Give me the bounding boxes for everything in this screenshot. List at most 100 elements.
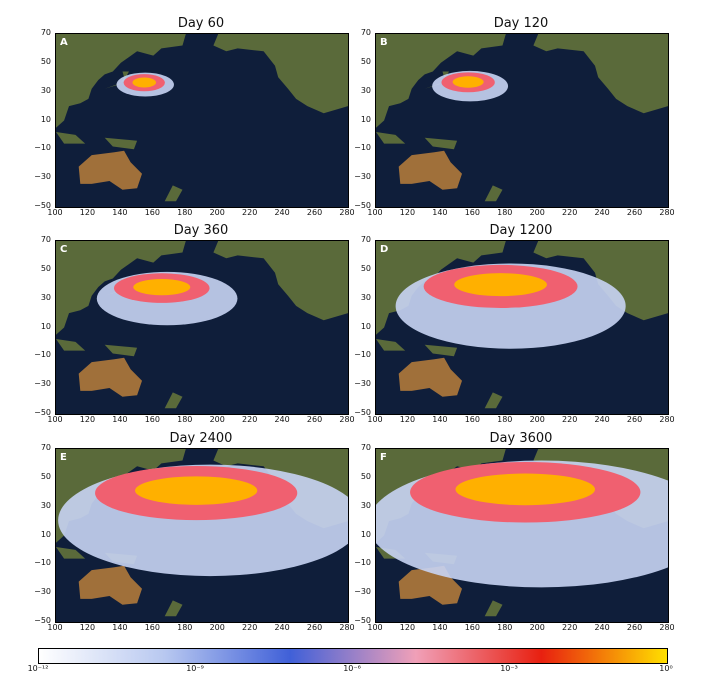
y-tick-label: −10 — [34, 143, 51, 153]
x-tick-label: 260 — [306, 623, 323, 632]
x-tick-label: 280 — [339, 623, 355, 632]
landmass-new-guinea — [424, 344, 458, 357]
x-tick-label: 100 — [47, 623, 63, 632]
y-tick-label: −30 — [34, 172, 51, 182]
landmass-asia — [56, 241, 186, 335]
landmass-australia — [78, 357, 142, 397]
y-tick-label: −50 — [354, 616, 371, 625]
landmass-new-zealand — [484, 185, 503, 202]
y-tick-label: 30 — [40, 85, 51, 95]
x-tick-label: 120 — [399, 208, 416, 217]
landmass-japan — [424, 71, 449, 89]
colorbar-tick-label: 10⁰ — [659, 664, 673, 673]
x-tick-label: 280 — [659, 208, 675, 217]
x-tick-label: 200 — [209, 208, 225, 217]
landmass-north-america — [213, 241, 348, 321]
y-tick-label: 10 — [40, 321, 51, 331]
y-tick-label: −50 — [354, 201, 371, 210]
landmass-japan — [104, 71, 129, 89]
x-tick-label: 160 — [144, 208, 160, 217]
x-tick-label: 260 — [306, 415, 323, 424]
landmass-asia — [376, 34, 506, 128]
y-tick-label: 50 — [40, 263, 51, 273]
landmass-australia — [398, 150, 462, 190]
y-tick-label: 70 — [360, 235, 371, 244]
panel-letter: B — [380, 37, 388, 48]
landmass-new-guinea — [104, 344, 138, 357]
x-tick-label: 280 — [339, 415, 355, 424]
x-tick-label: 180 — [177, 208, 193, 217]
x-tick-label: 140 — [112, 623, 128, 632]
y-tick-label: 50 — [360, 263, 371, 273]
x-tick-label: 260 — [626, 415, 643, 424]
y-tick-label: 50 — [360, 471, 371, 481]
landmass-sumatra-java — [376, 339, 406, 351]
x-tick-label: 160 — [464, 623, 480, 632]
x-tick-label: 240 — [594, 208, 610, 217]
y-tick-label: 50 — [40, 56, 51, 66]
landmass-sumatra-java — [56, 547, 86, 559]
landmass-new-zealand — [164, 600, 183, 617]
colorbar-tick-label: 10⁻⁶ — [343, 664, 361, 673]
x-tick-label: 160 — [144, 623, 160, 632]
x-tick-label: 200 — [209, 623, 225, 632]
x-tick-label: 240 — [274, 623, 290, 632]
plume-high — [132, 77, 157, 88]
x-tick-label: 220 — [242, 208, 258, 217]
panel-title: Day 2400 — [169, 431, 233, 446]
y-tick-label: 30 — [40, 500, 51, 510]
map-panel: D — [375, 240, 669, 415]
y-tick-label: 70 — [360, 443, 371, 452]
x-tick-label: 120 — [79, 623, 96, 632]
x-tick-label: 240 — [594, 623, 610, 632]
landmass-north-america — [213, 34, 348, 114]
landmass-australia — [78, 565, 142, 605]
x-tick-label: 180 — [177, 415, 193, 424]
x-tick-label: 120 — [399, 623, 416, 632]
x-tick-label: 100 — [367, 415, 383, 424]
x-tick-label: 200 — [529, 415, 545, 424]
x-tick-label: 140 — [112, 208, 128, 217]
x-tick-label: 260 — [306, 208, 323, 217]
landmass-asia — [376, 449, 506, 543]
y-tick-label: −50 — [34, 616, 51, 625]
y-tick-label: 10 — [360, 321, 371, 331]
x-tick-label: 120 — [79, 415, 96, 424]
x-tick-label: 240 — [274, 208, 290, 217]
x-tick-label: 260 — [626, 623, 643, 632]
panel-letter: E — [60, 452, 67, 463]
y-tick-label: 10 — [360, 529, 371, 539]
colorbar-tick-label: 10⁻³ — [500, 664, 518, 673]
map-svg — [376, 34, 668, 207]
x-tick-label: 220 — [242, 415, 258, 424]
map-panel: A — [55, 33, 349, 208]
landmass-north-america — [533, 34, 668, 114]
x-tick-label: 140 — [432, 208, 448, 217]
landmass-new-zealand — [484, 600, 503, 617]
x-tick-label: 280 — [659, 415, 675, 424]
y-tick-label: −50 — [354, 408, 371, 417]
landmass-new-zealand — [164, 185, 183, 202]
y-tick-label: −10 — [34, 350, 51, 360]
x-tick-label: 160 — [464, 415, 480, 424]
y-tick-label: 30 — [360, 292, 371, 302]
x-tick-label: 140 — [112, 415, 128, 424]
panel-letter: D — [380, 244, 389, 255]
x-tick-label: 120 — [79, 208, 96, 217]
colorbar-tick-label: 10⁻⁹ — [186, 664, 204, 673]
y-tick-label: 70 — [40, 443, 51, 452]
plume-high — [452, 76, 484, 88]
x-tick-label: 220 — [562, 208, 578, 217]
x-tick-label: 200 — [529, 208, 545, 217]
landmass-sumatra-java — [56, 132, 86, 144]
landmass-sumatra-java — [376, 132, 406, 144]
y-tick-label: 10 — [40, 114, 51, 124]
map-panel: E — [55, 448, 349, 623]
map-svg — [56, 241, 348, 414]
landmass-new-zealand — [484, 392, 503, 409]
panel-title: Day 360 — [173, 223, 229, 238]
panel-letter: A — [60, 37, 68, 48]
map-svg — [56, 34, 348, 207]
panel-title: Day 3600 — [489, 431, 553, 446]
x-tick-label: 180 — [497, 623, 513, 632]
